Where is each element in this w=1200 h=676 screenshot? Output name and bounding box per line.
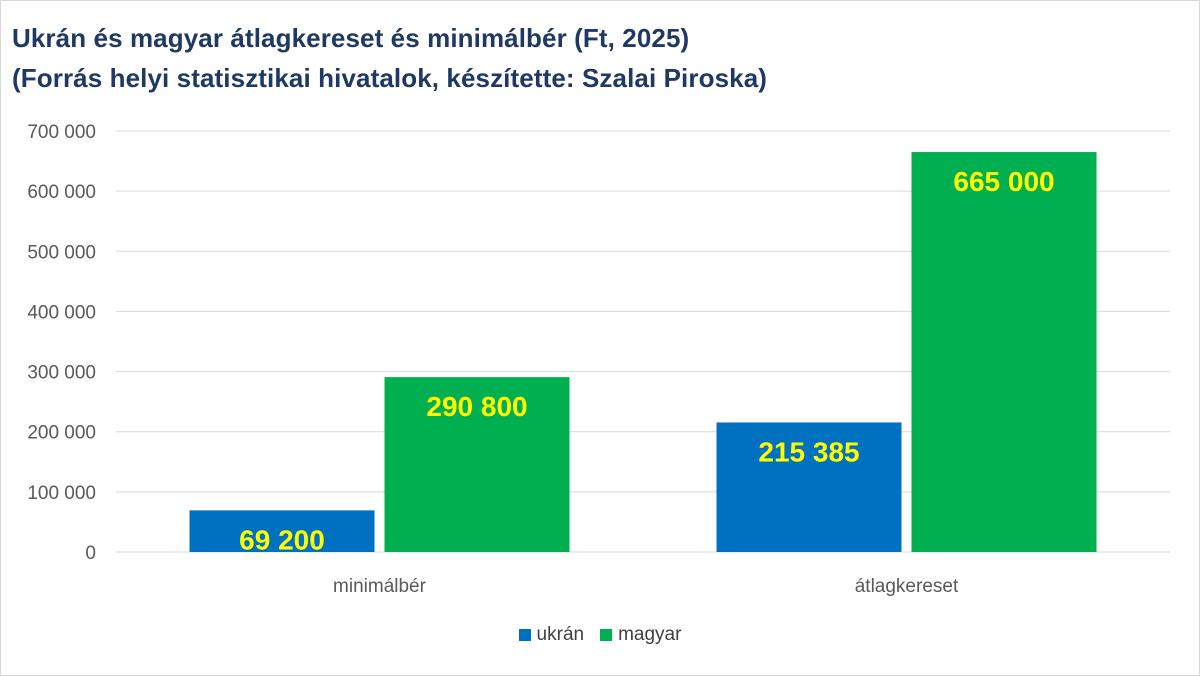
- chart-title-line-1: Ukrán és magyar átlagkereset és minimálb…: [12, 23, 690, 53]
- y-tick-label: 300 000: [27, 363, 96, 384]
- y-tick-label: 200 000: [27, 423, 96, 444]
- y-tick-label: 400 000: [27, 302, 96, 323]
- data-label: 665 000: [953, 166, 1054, 197]
- legend-swatch-ukran: [518, 629, 531, 641]
- legend-label-ukran: ukrán: [536, 624, 585, 645]
- y-tick-label: 100 000: [27, 483, 96, 504]
- y-tick-label: 500 000: [27, 242, 96, 263]
- legend-swatch-magyar: [600, 629, 613, 641]
- y-tick-label: 0: [85, 543, 96, 564]
- y-tick-label: 700 000: [27, 122, 96, 143]
- chart-title: Ukrán és magyar átlagkereset és minimálb…: [12, 18, 767, 98]
- data-label: 290 800: [426, 391, 527, 422]
- bar: [911, 152, 1097, 553]
- bar: [384, 377, 570, 552]
- x-tick-label: átlagkereset: [855, 576, 959, 597]
- x-tick-label: minimálbér: [333, 576, 427, 597]
- data-label: 215 385: [758, 436, 859, 467]
- chart-legend: ukrán magyar: [0, 624, 1200, 646]
- chart-title-line-2: (Forrás helyi statisztikai hivatalok, ké…: [12, 63, 768, 93]
- legend-item-magyar: magyar: [600, 624, 681, 646]
- legend-label-magyar: magyar: [618, 624, 682, 645]
- bar: [716, 422, 902, 552]
- legend-item-ukran: ukrán: [518, 624, 585, 646]
- y-tick-label: 600 000: [27, 182, 96, 203]
- bar: [189, 510, 375, 552]
- data-label: 69 200: [239, 524, 325, 555]
